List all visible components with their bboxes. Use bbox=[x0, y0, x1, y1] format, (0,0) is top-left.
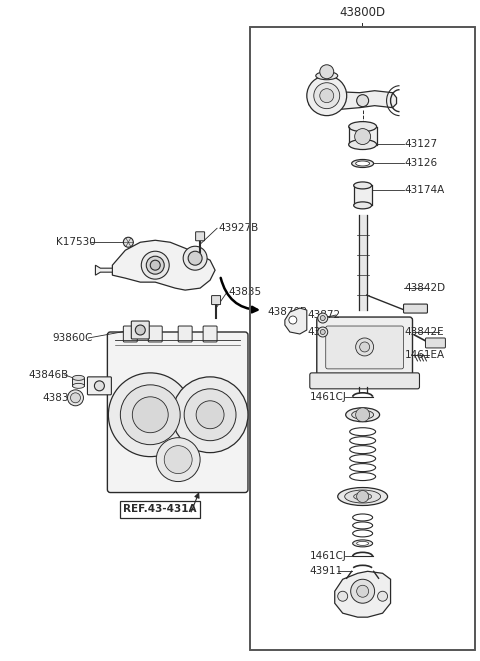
Ellipse shape bbox=[348, 122, 377, 132]
Circle shape bbox=[164, 446, 192, 473]
Text: 43872: 43872 bbox=[308, 310, 341, 320]
Text: 43927B: 43927B bbox=[218, 223, 258, 233]
FancyBboxPatch shape bbox=[123, 326, 137, 342]
Text: REF.43-431A: REF.43-431A bbox=[123, 504, 197, 514]
Circle shape bbox=[338, 591, 348, 602]
Ellipse shape bbox=[354, 493, 372, 500]
Ellipse shape bbox=[352, 159, 373, 167]
FancyBboxPatch shape bbox=[108, 332, 248, 492]
Circle shape bbox=[135, 325, 145, 335]
Circle shape bbox=[360, 342, 370, 352]
Text: 1461EA: 1461EA bbox=[405, 350, 444, 360]
Circle shape bbox=[320, 329, 325, 334]
Ellipse shape bbox=[354, 202, 372, 209]
Circle shape bbox=[120, 385, 180, 445]
FancyBboxPatch shape bbox=[212, 295, 220, 305]
FancyBboxPatch shape bbox=[148, 326, 162, 342]
Polygon shape bbox=[309, 91, 396, 110]
Circle shape bbox=[71, 393, 81, 403]
Bar bbox=[250, 27, 475, 650]
Circle shape bbox=[314, 83, 340, 108]
Text: 43127: 43127 bbox=[405, 139, 438, 149]
Text: 93860C: 93860C bbox=[52, 333, 93, 343]
Text: 43126: 43126 bbox=[405, 159, 438, 169]
Ellipse shape bbox=[345, 490, 381, 503]
Text: 43846B: 43846B bbox=[29, 370, 69, 380]
Ellipse shape bbox=[357, 541, 369, 545]
Polygon shape bbox=[285, 308, 307, 334]
Bar bbox=[354, 186, 372, 206]
Ellipse shape bbox=[72, 375, 84, 380]
FancyBboxPatch shape bbox=[132, 321, 149, 339]
Circle shape bbox=[356, 338, 373, 356]
Circle shape bbox=[150, 260, 160, 270]
Polygon shape bbox=[96, 265, 112, 275]
Circle shape bbox=[108, 373, 192, 457]
Bar bbox=[250, 27, 475, 650]
Circle shape bbox=[357, 95, 369, 106]
Text: K17530: K17530 bbox=[56, 237, 96, 247]
Polygon shape bbox=[359, 215, 367, 310]
Text: 43872: 43872 bbox=[308, 327, 341, 337]
Text: 43837: 43837 bbox=[43, 393, 76, 403]
Circle shape bbox=[132, 397, 168, 433]
Circle shape bbox=[156, 438, 200, 482]
Circle shape bbox=[183, 247, 207, 270]
Text: 43835: 43835 bbox=[228, 287, 261, 297]
FancyBboxPatch shape bbox=[310, 373, 420, 389]
Circle shape bbox=[289, 316, 297, 324]
Circle shape bbox=[320, 89, 334, 102]
FancyBboxPatch shape bbox=[425, 338, 445, 348]
FancyBboxPatch shape bbox=[317, 317, 412, 378]
FancyBboxPatch shape bbox=[404, 304, 428, 313]
Circle shape bbox=[141, 251, 169, 279]
Ellipse shape bbox=[353, 540, 372, 547]
Circle shape bbox=[146, 256, 164, 274]
FancyBboxPatch shape bbox=[87, 377, 111, 395]
Text: 43911: 43911 bbox=[310, 566, 343, 576]
Circle shape bbox=[378, 591, 387, 602]
FancyBboxPatch shape bbox=[326, 326, 404, 369]
Text: 43842D: 43842D bbox=[405, 283, 445, 293]
Circle shape bbox=[355, 129, 371, 145]
Ellipse shape bbox=[346, 408, 380, 422]
Circle shape bbox=[320, 315, 325, 321]
Text: 1461CJ: 1461CJ bbox=[310, 551, 347, 561]
Ellipse shape bbox=[356, 161, 370, 166]
Circle shape bbox=[172, 377, 248, 453]
Ellipse shape bbox=[348, 139, 377, 149]
Circle shape bbox=[356, 408, 370, 422]
Circle shape bbox=[318, 313, 328, 323]
FancyBboxPatch shape bbox=[203, 326, 217, 342]
Circle shape bbox=[188, 251, 202, 265]
Circle shape bbox=[95, 381, 104, 391]
Circle shape bbox=[357, 490, 369, 502]
Polygon shape bbox=[112, 240, 215, 290]
Text: 43842E: 43842E bbox=[405, 327, 444, 337]
Ellipse shape bbox=[352, 410, 373, 419]
Text: 43174A: 43174A bbox=[405, 185, 445, 196]
Circle shape bbox=[357, 585, 369, 598]
Circle shape bbox=[351, 579, 374, 603]
Bar bbox=[348, 127, 377, 145]
Ellipse shape bbox=[316, 72, 338, 80]
Text: 43800D: 43800D bbox=[339, 7, 385, 19]
Circle shape bbox=[196, 401, 224, 429]
FancyBboxPatch shape bbox=[196, 232, 204, 241]
Text: 1461CJ: 1461CJ bbox=[310, 392, 347, 402]
Text: 43870B: 43870B bbox=[268, 307, 308, 317]
Ellipse shape bbox=[354, 182, 372, 189]
Circle shape bbox=[307, 76, 347, 116]
FancyBboxPatch shape bbox=[178, 326, 192, 342]
Circle shape bbox=[184, 389, 236, 441]
Ellipse shape bbox=[338, 488, 387, 506]
Circle shape bbox=[68, 390, 84, 406]
Ellipse shape bbox=[72, 383, 84, 388]
Bar bbox=[72, 378, 84, 386]
Circle shape bbox=[123, 237, 133, 247]
Circle shape bbox=[318, 327, 328, 337]
Circle shape bbox=[320, 65, 334, 79]
Polygon shape bbox=[335, 571, 391, 617]
